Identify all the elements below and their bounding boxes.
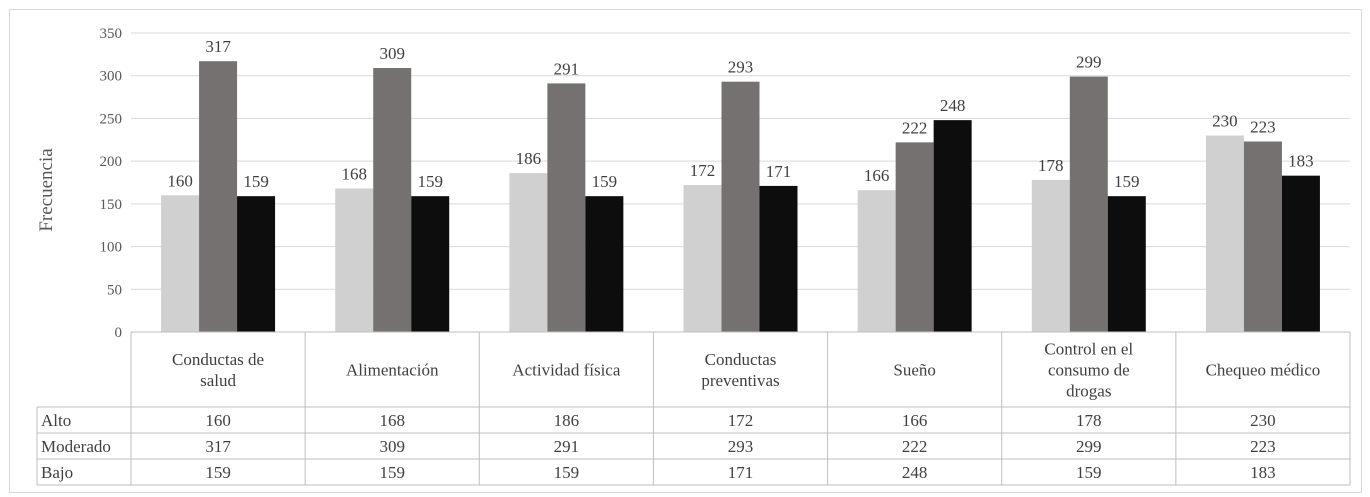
- bar-alto: [335, 188, 374, 332]
- bar-alto: [509, 173, 548, 332]
- y-axis-title: Frecuencia: [36, 148, 57, 232]
- data-label: 293: [728, 58, 754, 77]
- x-category-label: Sueño: [893, 361, 936, 380]
- table-cell: 159: [554, 463, 580, 482]
- table-series-name: Moderado: [41, 437, 111, 456]
- bar-moderado: [1243, 141, 1282, 332]
- bar-bajo: [1281, 175, 1320, 332]
- data-labels: 160 317 159 168 309 159 186 291 159 172 293 171 166 2…: [167, 37, 1313, 191]
- table-cell: 159: [379, 463, 405, 482]
- table-cell: 178: [1076, 411, 1102, 430]
- x-category-label: Alimentación: [346, 361, 439, 380]
- table-cell: 222: [902, 437, 928, 456]
- data-label: 159: [1114, 172, 1140, 191]
- table-cell: 230: [1250, 411, 1276, 430]
- bar-moderado: [895, 142, 934, 332]
- x-category-label: Conductas preventivas: [701, 350, 779, 390]
- data-label: 248: [940, 96, 966, 115]
- table-cell: 159: [205, 463, 231, 482]
- data-label: 291: [554, 59, 580, 78]
- y-tick-label: 100: [100, 240, 123, 256]
- bar-bajo: [585, 196, 624, 332]
- table-cell: 159: [1076, 463, 1102, 482]
- bar-bajo: [1107, 196, 1146, 332]
- data-label: 159: [592, 172, 618, 191]
- table-cell: 293: [728, 437, 754, 456]
- data-label: 168: [341, 164, 367, 183]
- bar-bajo: [759, 185, 798, 332]
- y-tick-label: 200: [100, 154, 123, 170]
- data-label: 230: [1212, 112, 1238, 131]
- bar-bajo: [237, 196, 276, 332]
- data-label: 223: [1250, 117, 1276, 136]
- table-cell: 309: [379, 437, 405, 456]
- bar-alto: [161, 195, 200, 332]
- data-label: 159: [243, 172, 269, 191]
- data-label: 309: [379, 44, 405, 63]
- table-cell: 172: [728, 411, 754, 430]
- table-cell: 248: [902, 463, 928, 482]
- y-tick-label: 350: [100, 26, 123, 42]
- y-axis: 0 50 100 150 200 250 300 350: [100, 26, 123, 341]
- bar-moderado: [721, 81, 760, 333]
- bar-bajo: [411, 196, 450, 332]
- table-cell: 183: [1250, 463, 1276, 482]
- x-category-label: Conductas de salud: [172, 350, 264, 390]
- table-cell: 317: [205, 437, 231, 456]
- data-label: 172: [690, 161, 716, 180]
- data-label: 222: [902, 118, 928, 137]
- table-cell: 186: [554, 411, 580, 430]
- data-label: 299: [1076, 53, 1102, 72]
- y-tick-label: 0: [115, 325, 123, 341]
- y-tick-label: 150: [100, 197, 123, 213]
- data-label: 160: [167, 171, 193, 190]
- data-label: 166: [864, 166, 890, 185]
- bar-alto: [857, 190, 896, 332]
- bar-alto: [683, 185, 722, 332]
- table-cell: 291: [554, 437, 580, 456]
- data-label: 317: [205, 37, 231, 56]
- x-category-label: Control en el consumo de drogas: [1044, 340, 1133, 401]
- table-cell: 166: [902, 411, 928, 430]
- bar-moderado: [1069, 76, 1108, 332]
- table-cell: 299: [1076, 437, 1102, 456]
- table-cell: 171: [728, 463, 754, 482]
- bar-bajo: [933, 120, 972, 332]
- y-tick-label: 300: [100, 69, 123, 85]
- table-series-name: Bajo: [41, 463, 73, 482]
- bar-alto: [1205, 135, 1244, 332]
- y-tick-label: 50: [107, 282, 122, 298]
- x-category-label: Actividad física: [512, 361, 621, 380]
- data-label: 171: [766, 162, 792, 181]
- x-category-label: Chequeo médico: [1206, 361, 1321, 380]
- bar-moderado: [547, 83, 586, 332]
- table-series-name: Alto: [41, 411, 71, 430]
- data-label: 159: [417, 172, 443, 191]
- chart-frame: [9, 9, 1362, 493]
- data-label: 186: [516, 149, 542, 168]
- table-cell: 168: [379, 411, 405, 430]
- y-tick-label: 250: [100, 111, 123, 127]
- data-label: 183: [1288, 152, 1314, 171]
- data-label: 178: [1038, 156, 1064, 175]
- table-cell: 160: [205, 411, 231, 430]
- bar-moderado: [373, 68, 412, 333]
- table-cell: 223: [1250, 437, 1276, 456]
- bars: [161, 61, 1320, 333]
- bar-alto: [1031, 179, 1070, 332]
- data-table: Conductas de salud Alimentación Actividad f…: [36, 331, 1351, 486]
- bar-moderado: [199, 61, 238, 332]
